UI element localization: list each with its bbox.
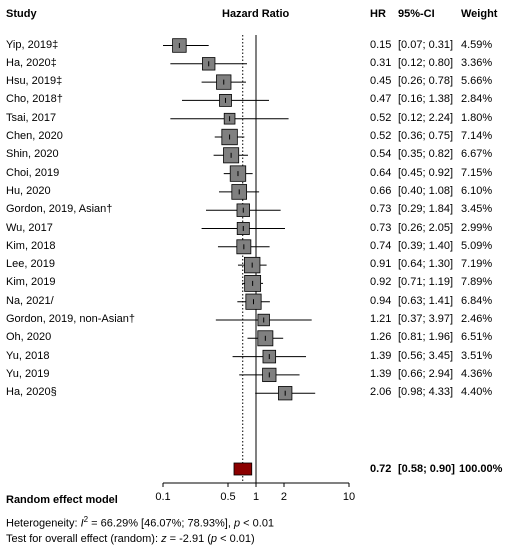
study-ci: [0.07; 0.31] bbox=[398, 38, 454, 51]
study-hr: 0.31 bbox=[370, 56, 392, 69]
study-ci: [0.40; 1.08] bbox=[398, 184, 454, 197]
study-hr: 1.39 bbox=[370, 349, 392, 362]
study-weight: 6.10% bbox=[461, 184, 493, 197]
study-hr: 0.91 bbox=[370, 258, 392, 271]
study-weight: 1.80% bbox=[461, 111, 493, 124]
study-ci: [0.71; 1.19] bbox=[398, 276, 454, 289]
study-label: Hu, 2020 bbox=[6, 184, 51, 197]
header-weight: Weight bbox=[461, 8, 498, 20]
study-weight: 7.14% bbox=[461, 130, 493, 142]
study-weight: 2.84% bbox=[461, 93, 493, 106]
study-ci: [0.36; 0.75] bbox=[398, 130, 454, 142]
x-tick-label: 1 bbox=[253, 491, 259, 503]
study-label: Lee, 2019 bbox=[6, 258, 55, 271]
header-hazard-ratio: Hazard Ratio bbox=[222, 8, 290, 20]
study-label: Na, 2021/ bbox=[6, 294, 54, 307]
study-ci: [0.12; 2.24] bbox=[398, 111, 454, 124]
study-label: Yip, 2019‡ bbox=[6, 38, 59, 51]
study-weight: 4.36% bbox=[461, 367, 493, 380]
study-hr: 0.47 bbox=[370, 93, 392, 106]
header-hr: HR bbox=[370, 8, 386, 20]
pooled-weight: 100.00% bbox=[459, 463, 503, 475]
study-weight: 5.66% bbox=[461, 75, 493, 88]
study-hr: 1.21 bbox=[370, 313, 392, 325]
study-label: Chen, 2020 bbox=[6, 130, 63, 142]
study-ci: [0.39; 1.40] bbox=[398, 239, 454, 252]
study-hr: 0.54 bbox=[370, 148, 392, 161]
study-weight: 3.36% bbox=[461, 56, 493, 69]
study-ci: [0.35; 0.82] bbox=[398, 148, 454, 161]
x-tick-label: 2 bbox=[281, 491, 287, 503]
study-label: Cho, 2018† bbox=[6, 93, 63, 106]
study-hr: 0.45 bbox=[370, 75, 392, 88]
study-hr: 0.73 bbox=[370, 221, 392, 234]
study-label: Wu, 2017 bbox=[6, 221, 53, 234]
study-hr: 0.15 bbox=[370, 38, 392, 51]
overall-effect-text: Test for overall effect (random): z = -2… bbox=[6, 533, 255, 545]
study-hr: 2.06 bbox=[370, 386, 392, 399]
study-ci: [0.26; 2.05] bbox=[398, 221, 454, 234]
study-label: Gordon, 2019, non-Asian† bbox=[6, 313, 136, 325]
study-hr: 0.94 bbox=[370, 294, 392, 307]
pooled-estimate-box bbox=[233, 462, 253, 476]
study-weight: 2.99% bbox=[461, 221, 493, 234]
study-ci: [0.16; 1.38] bbox=[398, 93, 454, 106]
study-label: Kim, 2019 bbox=[6, 276, 56, 289]
study-hr: 0.73 bbox=[370, 203, 392, 216]
study-label: Hsu, 2019‡ bbox=[6, 75, 63, 88]
study-ci: [0.98; 4.33] bbox=[398, 386, 454, 399]
study-hr: 0.64 bbox=[370, 166, 392, 179]
study-weight: 7.15% bbox=[461, 166, 493, 179]
study-ci: [0.37; 3.97] bbox=[398, 313, 454, 325]
study-ci: [0.64; 1.30] bbox=[398, 258, 454, 271]
study-ci: [0.26; 0.78] bbox=[398, 75, 454, 88]
study-weight: 6.84% bbox=[461, 294, 493, 307]
study-weight: 6.51% bbox=[461, 331, 493, 344]
header-ci: 95%-CI bbox=[398, 8, 435, 20]
heterogeneity-text: Heterogeneity: I2 = 66.29% [46.07%; 78.9… bbox=[6, 515, 275, 530]
study-weight: 3.45% bbox=[461, 203, 493, 216]
study-label: Gordon, 2019, Asian† bbox=[6, 203, 113, 216]
x-tick-label: 0.5 bbox=[220, 491, 235, 503]
study-ci: [0.56; 3.45] bbox=[398, 349, 454, 362]
study-ci: [0.81; 1.96] bbox=[398, 331, 454, 344]
study-label: Kim, 2018 bbox=[6, 239, 56, 252]
study-hr: 1.26 bbox=[370, 331, 392, 344]
pooled-hr: 0.72 bbox=[370, 463, 392, 475]
study-ci: [0.63; 1.41] bbox=[398, 294, 454, 307]
pooled-ci: [0.58; 0.90] bbox=[398, 463, 455, 475]
study-ci: [0.12; 0.80] bbox=[398, 56, 454, 69]
study-hr: 1.39 bbox=[370, 367, 392, 380]
study-ci: [0.29; 1.84] bbox=[398, 203, 454, 216]
study-hr: 0.92 bbox=[370, 276, 392, 289]
study-label: Choi, 2019 bbox=[6, 166, 60, 179]
study-label: Shin, 2020 bbox=[6, 148, 59, 161]
study-weight: 6.67% bbox=[461, 148, 493, 161]
study-weight: 7.19% bbox=[461, 258, 493, 271]
study-weight: 5.09% bbox=[461, 239, 493, 252]
study-label: Yu, 2018 bbox=[6, 349, 50, 362]
random-effect-model-label: Random effect model bbox=[6, 494, 118, 506]
study-weight: 4.59% bbox=[461, 38, 493, 51]
study-label: Oh, 2020 bbox=[6, 331, 52, 344]
study-hr: 0.52 bbox=[370, 130, 392, 142]
header-study: Study bbox=[6, 8, 37, 20]
study-hr: 0.66 bbox=[370, 184, 392, 197]
study-weight: 7.89% bbox=[461, 276, 493, 289]
study-label: Yu, 2019 bbox=[6, 367, 50, 380]
study-hr: 0.52 bbox=[370, 111, 392, 124]
study-ci: [0.66; 2.94] bbox=[398, 367, 454, 380]
x-tick-label: 10 bbox=[343, 491, 355, 503]
study-weight: 3.51% bbox=[461, 349, 493, 362]
study-hr: 0.74 bbox=[370, 239, 392, 252]
study-label: Tsai, 2017 bbox=[6, 111, 57, 124]
study-weight: 4.40% bbox=[461, 386, 493, 399]
study-label: Ha, 2020§ bbox=[6, 386, 57, 399]
study-weight: 2.46% bbox=[461, 313, 493, 325]
study-label: Ha, 2020‡ bbox=[6, 56, 57, 69]
study-ci: [0.45; 0.92] bbox=[398, 166, 454, 179]
x-tick-label: 0.1 bbox=[155, 491, 170, 503]
